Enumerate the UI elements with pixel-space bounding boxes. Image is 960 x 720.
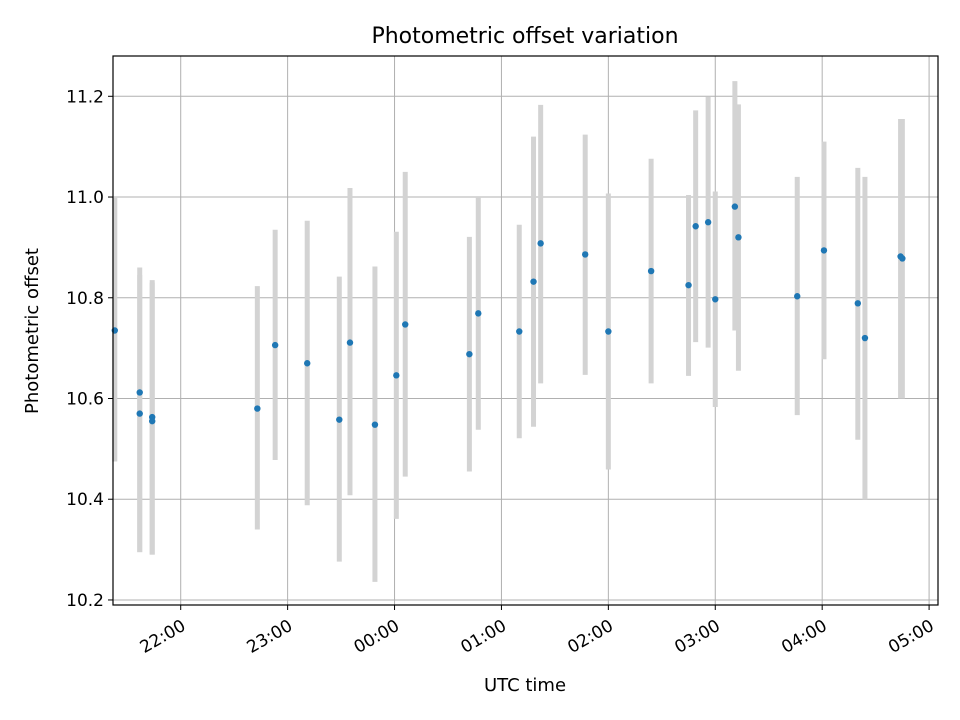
data-point	[304, 360, 311, 367]
data-point	[692, 223, 699, 230]
data-point	[605, 328, 612, 335]
data-points	[111, 203, 906, 428]
y-tick-label: 10.2	[66, 591, 104, 611]
data-point	[685, 281, 692, 289]
x-tick-label: 00:00	[351, 616, 403, 658]
y-tick-label: 11.2	[66, 87, 104, 107]
data-point	[466, 350, 473, 358]
data-point	[712, 296, 719, 303]
data-point	[346, 339, 354, 346]
data-point	[136, 389, 143, 396]
y-axis-label: Photometric offset	[22, 248, 43, 414]
data-point	[475, 310, 482, 317]
x-tick-label: 04:00	[778, 616, 830, 658]
data-point	[254, 405, 261, 412]
data-point	[149, 417, 156, 425]
x-tick-label: 03:00	[671, 616, 723, 658]
data-point	[735, 234, 742, 241]
data-point	[402, 321, 409, 328]
data-point	[530, 278, 537, 285]
data-point	[704, 219, 712, 226]
y-tick-label: 11.0	[66, 188, 104, 208]
data-point	[794, 293, 801, 300]
data-point	[854, 300, 862, 307]
data-point	[136, 410, 143, 417]
data-point	[336, 416, 343, 423]
grid	[113, 56, 938, 605]
data-point	[647, 267, 655, 275]
x-tick-label: 23:00	[244, 616, 296, 658]
plot-frame	[112, 55, 939, 606]
data-point	[731, 203, 739, 210]
data-point	[581, 251, 589, 258]
data-point	[393, 372, 400, 379]
data-point	[899, 255, 906, 262]
data-point	[861, 334, 869, 342]
x-tick-label: 05:00	[885, 616, 937, 658]
data-point	[820, 247, 828, 254]
data-point	[371, 421, 379, 428]
chart-title: Photometric offset variation	[371, 24, 678, 49]
data-point	[516, 328, 523, 335]
y-tick-label: 10.8	[66, 289, 104, 309]
x-tick-label: 22:00	[137, 616, 189, 658]
y-tick-label: 10.6	[66, 389, 104, 409]
data-point	[271, 341, 279, 349]
error-bars	[112, 81, 905, 582]
data-point	[537, 240, 544, 247]
y-tick-label: 10.4	[66, 490, 104, 510]
x-axis-label: UTC time	[484, 675, 566, 696]
x-tick-label: 02:00	[564, 616, 616, 658]
x-tick-label: 01:00	[458, 616, 510, 658]
